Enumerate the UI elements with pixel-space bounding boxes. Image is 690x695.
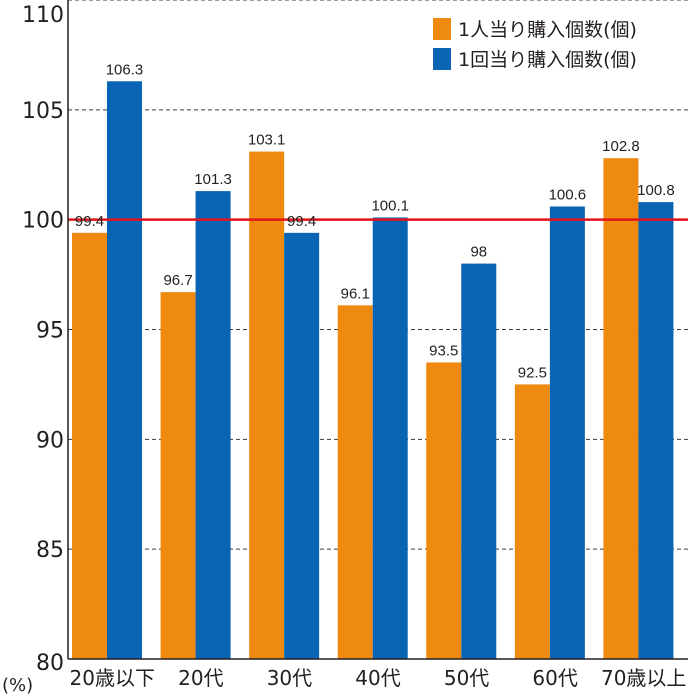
y-tick-label: 110 xyxy=(22,3,64,28)
bar-per-person xyxy=(337,305,373,659)
bar-per-person xyxy=(72,232,107,659)
data-label: 101.3 xyxy=(194,171,232,188)
legend-label: 1人当り購入個数(個) xyxy=(458,19,637,41)
x-tick-label: 30代 xyxy=(267,666,312,690)
y-tick-label: 90 xyxy=(36,428,64,453)
data-label: 99.4 xyxy=(287,213,316,230)
bar-per-person xyxy=(603,158,639,659)
legend: 1人当り購入個数(個) 1回当り購入個数(個) xyxy=(433,18,637,71)
data-label: 99.4 xyxy=(75,213,104,230)
bar-per-visit xyxy=(638,202,674,660)
data-label: 98 xyxy=(470,244,487,261)
data-label: 92.5 xyxy=(518,364,547,381)
legend-swatch xyxy=(433,48,451,70)
y-unit-label: (%) xyxy=(2,675,33,695)
y-tick-label: 85 xyxy=(36,538,64,563)
bar-per-visit xyxy=(549,206,585,659)
x-tick-label: 20代 xyxy=(178,666,223,690)
data-label: 106.3 xyxy=(106,61,144,78)
bar-per-visit xyxy=(372,217,408,659)
x-tick-label: 60代 xyxy=(532,666,577,690)
bar-per-visit xyxy=(461,263,497,659)
y-tick-label: 105 xyxy=(22,99,64,124)
y-tick-label: 80 xyxy=(36,651,64,676)
data-label: 100.8 xyxy=(637,182,675,199)
x-tick-label: 70歳以上 xyxy=(601,666,686,690)
data-labels: 99.4 96.7 103.1 96.1 93.5 92.5 102.8 106.3 101.3… xyxy=(75,61,675,381)
data-label: 96.1 xyxy=(341,285,370,302)
bar-per-person xyxy=(514,384,550,659)
legend-swatch xyxy=(433,18,451,40)
bars xyxy=(72,81,674,660)
bar-per-visit xyxy=(195,191,231,660)
y-tick-label: 100 xyxy=(22,209,64,234)
bar-per-person xyxy=(160,292,196,659)
x-tick-label: 20歳以下 xyxy=(70,666,155,690)
data-label: 100.6 xyxy=(549,186,587,203)
bar-per-person xyxy=(249,151,285,659)
x-tick-label: 40代 xyxy=(355,666,400,690)
data-label: 100.1 xyxy=(371,197,409,214)
y-tick-label: 95 xyxy=(36,319,64,344)
x-tick-label: 50代 xyxy=(444,666,489,690)
data-label: 96.7 xyxy=(163,272,192,289)
data-label: 103.1 xyxy=(248,132,286,149)
data-label: 93.5 xyxy=(429,342,458,359)
bar-per-person xyxy=(426,362,462,659)
legend-label: 1回当り購入個数(個) xyxy=(458,49,637,71)
bar-per-visit xyxy=(284,232,320,659)
bar-per-visit xyxy=(107,81,142,659)
data-label: 102.8 xyxy=(602,138,640,155)
